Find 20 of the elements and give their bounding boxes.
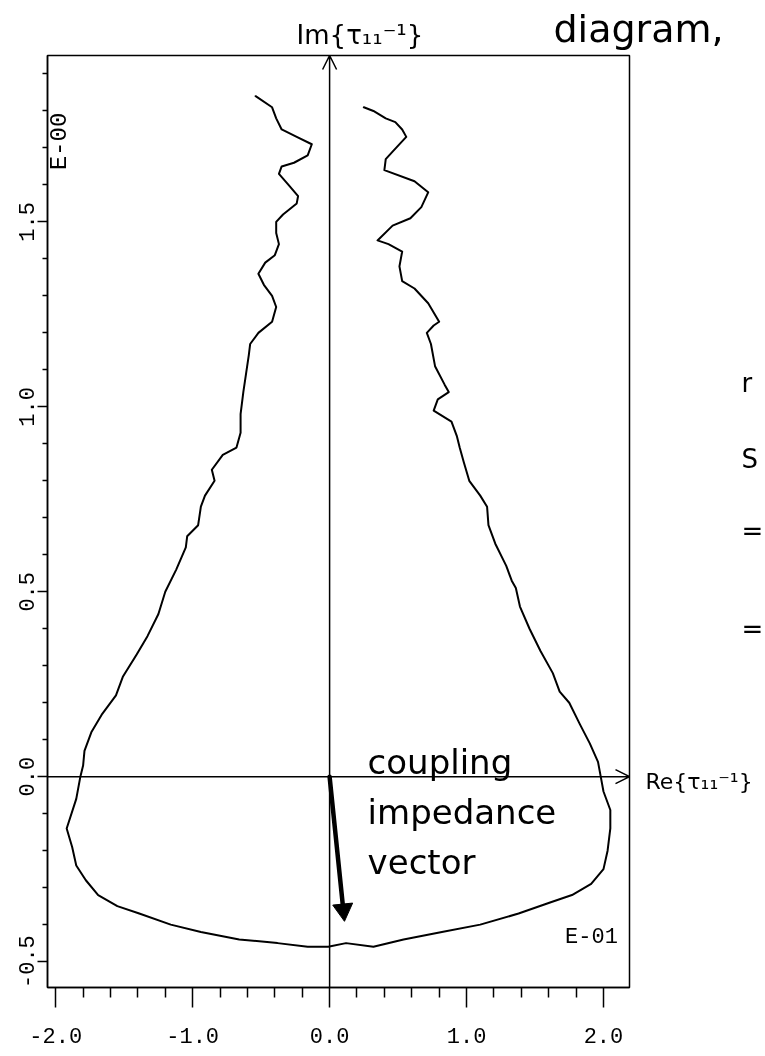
annotation: E-01 <box>565 925 618 950</box>
x-tick-label: -1.0 <box>166 1024 220 1050</box>
x-tick-label: 1.0 <box>446 1024 487 1050</box>
x-tick-label: 0.0 <box>309 1024 350 1050</box>
annotation: E-00 <box>46 112 73 171</box>
x-tick-label: 2.0 <box>583 1024 624 1050</box>
y-tick-label: 1.5 <box>16 202 42 242</box>
text: S <box>741 443 759 474</box>
y-tick-label: -0.5 <box>16 935 42 989</box>
y-tick-label: 0.5 <box>16 571 42 612</box>
y-tick-label: 0.0 <box>16 756 42 797</box>
series-label: coupling impedance vector <box>367 741 557 882</box>
y-tick-label: 1.0 <box>16 387 42 427</box>
ref-line-label: Re{τ₁₁⁻¹} <box>645 769 753 795</box>
chart-title: diagram, <box>553 6 724 51</box>
text: = <box>741 515 764 546</box>
text: r <box>741 367 753 398</box>
x-tick-label: -2.0 <box>29 1024 83 1050</box>
ref-line-label: Im{τ₁₁⁻¹} <box>296 19 424 50</box>
text: = <box>741 613 764 644</box>
